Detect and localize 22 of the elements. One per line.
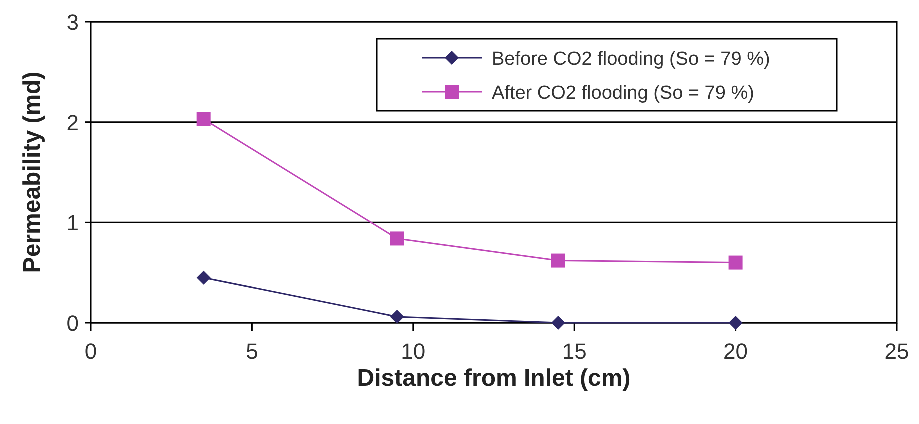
legend-label: Before CO2 flooding (So = 79 %) [492,49,770,70]
point [551,316,566,330]
y-tick-label: 2 [66,110,79,136]
point [196,112,211,126]
y-axis-title: Permeability (md) [19,72,46,274]
point [728,256,743,270]
x-tick-label: 20 [724,339,748,364]
x-tick-label: 0 [84,339,98,364]
x-tick-label: 10 [401,339,426,364]
x-tick-label: 15 [562,339,587,364]
point [551,254,566,268]
point [196,270,211,285]
y-tick-label: 3 [66,10,79,35]
point [390,232,404,246]
y-tick-label: 0 [66,311,79,336]
y-tick-label: 1 [66,210,79,236]
x-tick-label: 25 [884,339,910,364]
point [390,310,404,324]
point [728,316,743,330]
x-tick-label: 5 [246,339,258,364]
x-axis-title: Distance from Inlet (cm) [357,365,631,392]
legend-label: After CO2 flooding (So = 79 %) [492,83,754,104]
